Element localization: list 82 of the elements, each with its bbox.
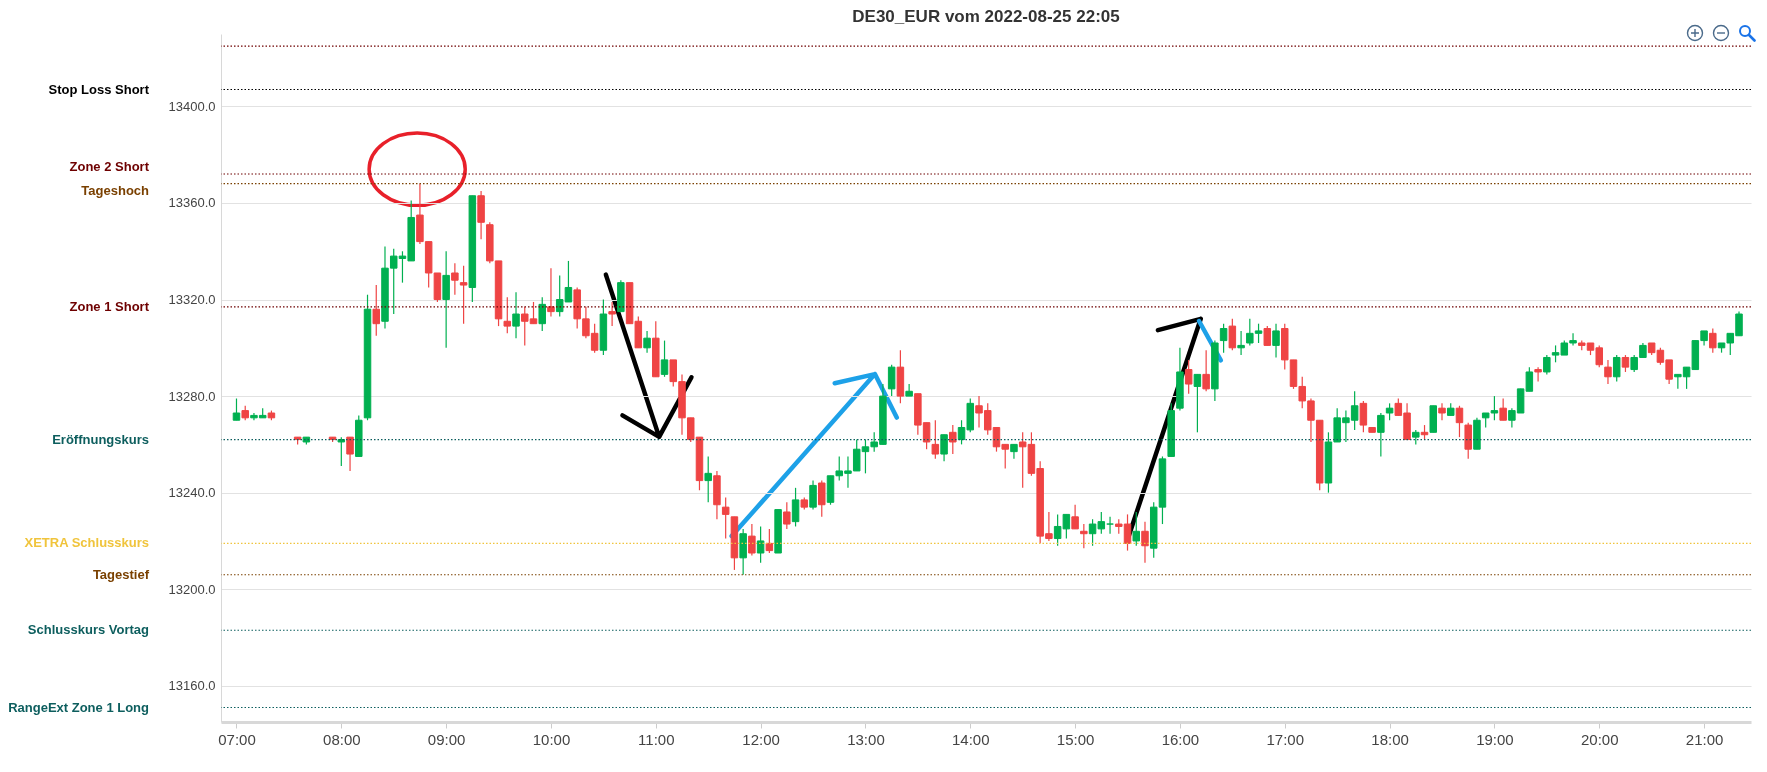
- candlestick: [765, 528, 774, 554]
- candlestick: [372, 284, 380, 337]
- ref-line-label: Zone 2 Short: [69, 159, 150, 175]
- y-tick-label: 13400.0: [168, 98, 216, 114]
- y-tick-label: 13320.0: [168, 292, 216, 308]
- candlestick: [660, 339, 669, 378]
- candlestick: [1604, 359, 1612, 385]
- candlestick: [346, 436, 354, 472]
- ref-line-label: Zone 1 Short: [69, 298, 150, 314]
- candlestick: [704, 455, 712, 503]
- candlestick: [538, 296, 546, 332]
- ref-line-label: Tagestief: [92, 566, 150, 582]
- y-tick-label: 13240.0: [168, 485, 216, 501]
- candlestick: [818, 480, 826, 518]
- candlestick: [503, 296, 512, 334]
- candlestick: [232, 397, 241, 421]
- candlestick: [949, 424, 957, 455]
- ref-line-label: Tageshoch: [81, 182, 150, 198]
- ref-line-label: RangeExt Zone 1 Long: [8, 699, 150, 715]
- chart-title: DE30_EUR vom 2022-08-25 22:05: [852, 7, 1120, 26]
- x-tick-label: 19:00: [1476, 730, 1514, 748]
- x-tick-label: 20:00: [1580, 730, 1619, 748]
- candlestick: [337, 436, 346, 467]
- x-tick-label: 10:00: [532, 730, 571, 748]
- candlestick: [1263, 325, 1272, 347]
- candlestick: [1377, 412, 1385, 458]
- candlestick: [451, 262, 459, 296]
- x-tick-label: 15:00: [1056, 730, 1095, 748]
- candlestick: [1359, 400, 1368, 433]
- candlestick: [1709, 327, 1717, 354]
- candlestick: [1202, 349, 1210, 392]
- candlestick: [1228, 318, 1237, 351]
- candlestick: [1543, 354, 1551, 375]
- candlestick: [783, 501, 791, 530]
- candlestick: [1237, 330, 1245, 356]
- y-tick-label: 13200.0: [168, 581, 216, 597]
- candlestick: [1499, 397, 1507, 421]
- candlestick: [608, 301, 616, 327]
- candlestick: [1071, 504, 1079, 530]
- candlestick: [1438, 402, 1446, 421]
- x-tick-label: 08:00: [323, 730, 361, 748]
- y-tick-label: 13160.0: [168, 678, 216, 694]
- x-tick-label: 18:00: [1371, 730, 1409, 748]
- candlestick: [931, 419, 940, 460]
- ref-line-label: Eröffnungskurs: [52, 431, 149, 447]
- candlestick: [1219, 323, 1228, 354]
- candlestick: [1080, 523, 1088, 549]
- candlestick: [1106, 516, 1114, 535]
- candlestick: [1141, 521, 1149, 564]
- y-tick-label: 13280.0: [168, 388, 216, 404]
- candlestick: [756, 525, 765, 564]
- candlestick: [643, 330, 651, 354]
- x-tick-label: 14:00: [952, 730, 990, 748]
- candlestick: [1193, 373, 1202, 433]
- candlestick: [1534, 366, 1542, 383]
- ref-line-label: XETRA Schlusskurs: [24, 535, 149, 551]
- candlestick: [547, 267, 555, 318]
- x-tick-label: 16:00: [1161, 730, 1200, 748]
- y-tick-label: 13360.0: [168, 195, 216, 211]
- x-tick-label: 21:00: [1685, 730, 1724, 748]
- candlestick: [1272, 323, 1280, 359]
- candlestick: [1455, 405, 1464, 438]
- candlestick: [887, 364, 896, 397]
- candlestick: [1184, 359, 1193, 395]
- candlestick: [905, 383, 913, 397]
- ref-line-label: Schlusskurs Vortag: [27, 622, 150, 638]
- candlestick: [809, 480, 817, 511]
- candlestick: [721, 496, 730, 540]
- candlestick: [940, 434, 948, 462]
- candlestick: [1612, 354, 1621, 383]
- x-tick-label: 13:00: [847, 730, 885, 748]
- candlestick: [459, 265, 468, 325]
- candlestick: [512, 291, 520, 339]
- x-tick-label: 17:00: [1266, 730, 1305, 748]
- x-tick-label: 07:00: [218, 730, 256, 748]
- x-tick-label: 12:00: [742, 730, 780, 748]
- x-tick-label: 09:00: [427, 730, 466, 748]
- ref-line-label: Stop Loss Short: [48, 81, 150, 97]
- x-tick-label: 11:00: [638, 730, 675, 748]
- candlestick: [1132, 511, 1140, 547]
- candlestick: [791, 487, 800, 528]
- candlestick: [748, 523, 756, 557]
